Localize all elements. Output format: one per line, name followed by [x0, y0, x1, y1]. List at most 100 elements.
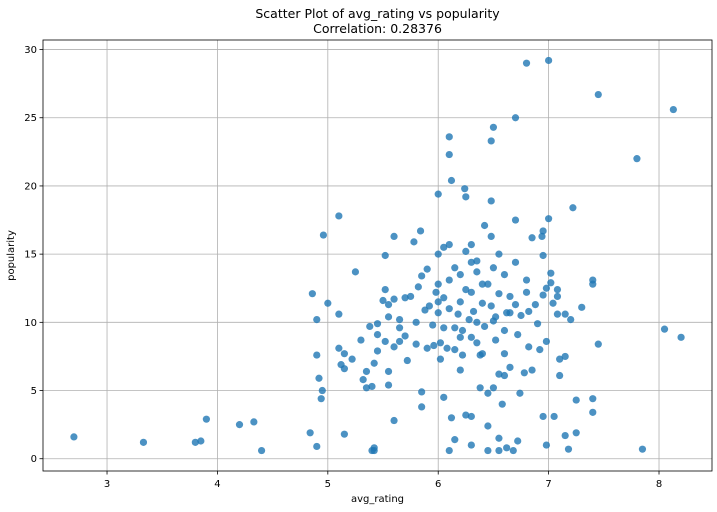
- data-point: [467, 258, 475, 266]
- data-point: [379, 296, 387, 305]
- data-point: [467, 333, 475, 341]
- data-point: [522, 276, 531, 284]
- y-tick-label: 30: [24, 45, 37, 56]
- data-point: [467, 240, 475, 249]
- data-point: [589, 395, 597, 403]
- data-point: [539, 251, 547, 260]
- data-point: [633, 155, 641, 163]
- data-point: [235, 421, 244, 429]
- y-tick-label: 10: [24, 318, 37, 329]
- data-point: [677, 333, 685, 341]
- data-point: [317, 395, 325, 403]
- data-point: [416, 227, 425, 235]
- data-point: [480, 221, 489, 230]
- data-point: [445, 240, 453, 249]
- data-point: [418, 403, 426, 411]
- data-point: [368, 382, 376, 391]
- data-point: [506, 309, 514, 317]
- y-tick-label: 25: [24, 113, 37, 124]
- data-point: [478, 299, 486, 307]
- data-point: [462, 285, 470, 294]
- data-point: [390, 295, 398, 303]
- data-point: [525, 307, 533, 316]
- data-point: [528, 366, 536, 374]
- data-point: [495, 434, 503, 442]
- data-point: [395, 324, 404, 332]
- data-point: [549, 299, 557, 307]
- data-point: [487, 302, 495, 310]
- data-point: [70, 433, 78, 441]
- data-point: [315, 374, 323, 382]
- data-point: [445, 150, 453, 159]
- x-axis-label: avg_rating: [351, 494, 404, 505]
- data-point: [359, 376, 367, 384]
- data-point: [434, 280, 442, 288]
- data-point: [456, 366, 464, 374]
- data-point: [461, 185, 469, 193]
- data-point: [572, 396, 580, 404]
- y-tick-label: 20: [24, 181, 37, 192]
- data-point: [454, 310, 462, 318]
- data-point: [445, 133, 453, 141]
- data-point: [547, 269, 555, 277]
- data-point: [434, 298, 442, 306]
- data-point: [495, 250, 503, 258]
- data-point: [536, 346, 544, 354]
- data-point: [423, 344, 431, 352]
- data-point: [373, 347, 382, 355]
- data-point: [589, 408, 597, 416]
- data-point: [500, 371, 509, 380]
- data-point: [418, 388, 426, 396]
- data-point: [520, 369, 528, 377]
- data-point: [451, 346, 459, 354]
- data-point: [384, 367, 393, 376]
- data-point: [430, 341, 438, 350]
- y-axis-label: popularity: [6, 230, 17, 281]
- data-point: [484, 389, 492, 397]
- data-point: [447, 176, 456, 185]
- data-point: [456, 333, 464, 341]
- data-point: [381, 337, 389, 346]
- data-point: [462, 247, 470, 256]
- data-point: [564, 445, 573, 453]
- data-point: [594, 90, 602, 99]
- data-point: [539, 227, 547, 235]
- data-point: [478, 280, 486, 288]
- data-point: [473, 268, 481, 276]
- data-point: [547, 279, 555, 287]
- data-point: [447, 414, 456, 422]
- data-point: [545, 215, 553, 223]
- data-point: [569, 204, 577, 212]
- data-point: [432, 288, 440, 296]
- data-point: [202, 415, 210, 423]
- data-point: [542, 441, 551, 449]
- data-point: [539, 291, 547, 299]
- data-point: [506, 292, 514, 301]
- data-point: [525, 343, 533, 351]
- data-point: [390, 232, 398, 241]
- data-point: [370, 359, 378, 367]
- data-point: [473, 339, 481, 347]
- data-point: [458, 326, 467, 335]
- data-point: [503, 444, 511, 452]
- data-point: [250, 418, 258, 426]
- data-point: [425, 302, 433, 310]
- data-point: [335, 310, 343, 318]
- x-tick-label: 4: [214, 479, 220, 490]
- data-point: [509, 446, 517, 455]
- data-point: [467, 441, 475, 449]
- x-tick-label: 3: [104, 479, 110, 490]
- data-point: [567, 316, 575, 324]
- data-point: [373, 331, 382, 339]
- data-point: [669, 105, 677, 114]
- data-point: [384, 381, 393, 389]
- x-tick-label: 7: [545, 479, 551, 490]
- data-point: [533, 320, 542, 328]
- x-tick-label: 5: [325, 479, 331, 490]
- data-point: [473, 318, 481, 326]
- data-point: [539, 412, 547, 421]
- data-point: [478, 350, 486, 358]
- data-point: [531, 301, 539, 309]
- data-point: [373, 320, 382, 328]
